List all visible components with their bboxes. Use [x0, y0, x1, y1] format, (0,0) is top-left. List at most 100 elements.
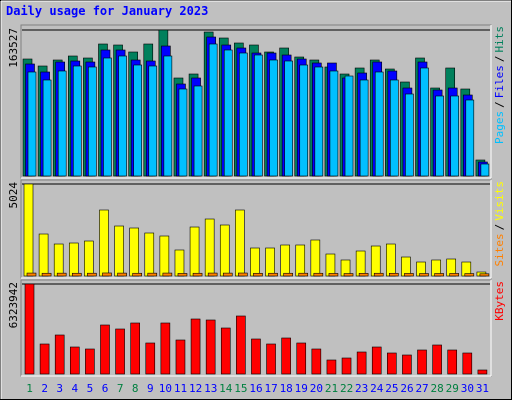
bar [56, 272, 67, 277]
bar [54, 334, 65, 375]
bar [174, 249, 185, 277]
bar [265, 247, 275, 277]
bar [325, 253, 336, 277]
x-tick-label: 24 [370, 382, 384, 395]
bar [178, 88, 188, 177]
bar [24, 283, 35, 375]
bar [254, 54, 263, 177]
bar [100, 324, 110, 375]
x-tick-label: 23 [355, 382, 368, 395]
x-tick-label: 11 [174, 382, 187, 395]
x-tick-label: 10 [159, 382, 172, 395]
x-tick-label: 1 [26, 382, 33, 395]
bar [417, 349, 427, 375]
bar [114, 225, 124, 277]
x-tick-label: 4 [72, 382, 79, 395]
legend-entry: Hits [493, 26, 506, 53]
x-tick-label: 2 [41, 382, 48, 395]
y-tick-label: 6323942 [7, 282, 20, 328]
bar [280, 244, 290, 277]
bar [389, 272, 399, 277]
x-tick-label: 22 [340, 382, 353, 395]
bar [147, 272, 158, 277]
bar [87, 272, 97, 277]
bar [402, 354, 412, 375]
x-tick-label: 17 [264, 382, 277, 395]
x-tick-label: 27 [415, 382, 428, 395]
bar [373, 272, 384, 277]
x-tick-label: 21 [325, 382, 338, 395]
bar [99, 209, 109, 277]
x-tick-label: 30 [461, 382, 474, 395]
bar [374, 71, 384, 177]
bar [160, 322, 171, 375]
bar [355, 250, 366, 277]
bar [72, 65, 82, 177]
x-tick-label: 19 [295, 382, 308, 395]
bar [133, 64, 142, 177]
x-tick-label: 3 [56, 382, 63, 395]
bar [69, 346, 80, 375]
bar [118, 55, 127, 177]
bar [88, 66, 97, 177]
bar [435, 95, 444, 177]
bar [219, 224, 230, 277]
bar [479, 273, 490, 277]
bar [239, 52, 248, 177]
legend: Sites / Visits [493, 181, 506, 267]
bar [238, 272, 248, 277]
legend-entry: Visits [493, 181, 506, 221]
bar [38, 233, 49, 277]
x-tick-label: 16 [249, 382, 262, 395]
bar [117, 272, 127, 277]
bar [480, 163, 490, 177]
bar [84, 240, 94, 277]
bar [57, 70, 67, 177]
bar [159, 235, 170, 277]
bar [189, 226, 200, 277]
bar [464, 273, 475, 277]
bar [298, 272, 309, 277]
x-tick-label: 9 [147, 382, 154, 395]
bar [465, 99, 475, 177]
bar [42, 79, 52, 177]
bar [358, 273, 369, 277]
bar [299, 64, 309, 177]
bar [449, 273, 460, 277]
x-tick-label: 8 [132, 382, 139, 395]
bar [404, 273, 414, 277]
chart-title: Daily usage for January 2023 [6, 4, 208, 18]
bar [359, 79, 369, 177]
bar [268, 272, 278, 277]
legend-separator: / [493, 56, 506, 63]
bar [434, 273, 444, 277]
y-tick-label: 5024 [7, 182, 20, 209]
bar [447, 349, 458, 375]
bar [387, 352, 397, 375]
bar [26, 272, 37, 277]
y-tick-label: 163527 [7, 28, 20, 68]
bar [190, 318, 201, 375]
x-tick-label: 6 [102, 382, 109, 395]
bar [326, 359, 337, 375]
bar [223, 49, 233, 177]
bar [390, 79, 399, 177]
legend-separator: / [493, 101, 506, 108]
bar [477, 369, 488, 375]
x-tick-label: 29 [446, 382, 459, 395]
bar [132, 272, 142, 277]
bar [236, 315, 246, 375]
bar [370, 245, 381, 277]
bar [420, 67, 429, 177]
legend-entry: Files [493, 65, 506, 98]
bar [53, 243, 64, 277]
bar [253, 272, 263, 277]
legend-entry: KBytes [493, 281, 506, 321]
bar [102, 272, 112, 277]
bar [205, 319, 216, 375]
bar [192, 272, 203, 277]
x-tick-label: 25 [385, 382, 398, 395]
x-tick-label: 26 [400, 382, 413, 395]
bar [68, 242, 79, 277]
